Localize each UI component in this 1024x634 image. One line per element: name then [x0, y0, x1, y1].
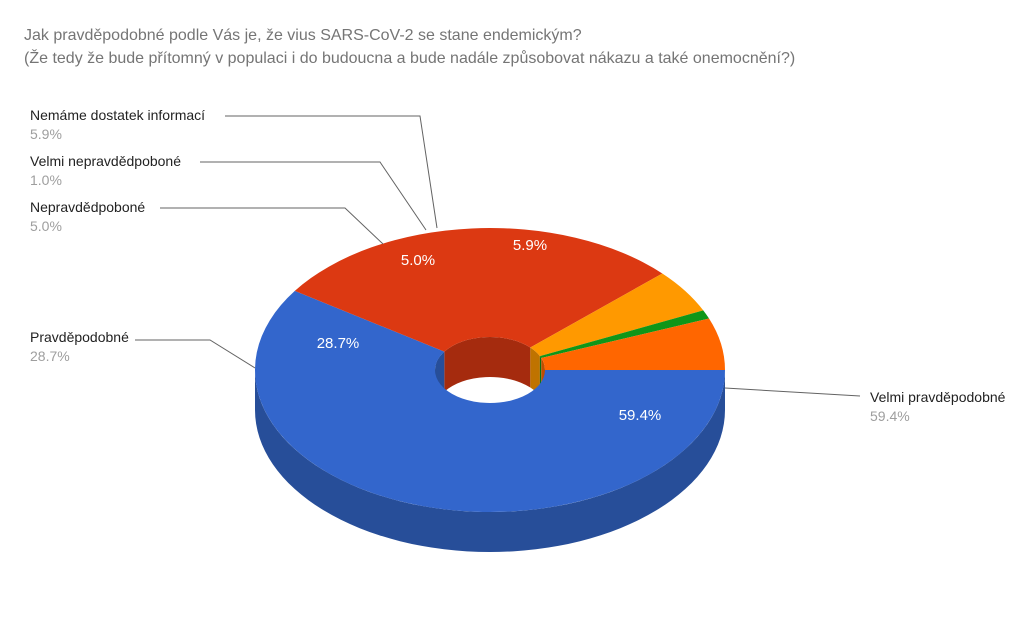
callout-label-pct: 59.4%: [870, 407, 1005, 426]
callout-neprav: Nepravdědpoboné5.0%: [30, 198, 145, 236]
callout-velmi_prav: Velmi pravděpodobné59.4%: [870, 388, 1005, 426]
callout-nedostatek: Nemáme dostatek informací5.9%: [30, 106, 205, 144]
callout-prav: Pravděpodobné28.7%: [30, 328, 129, 366]
callout-line: [160, 208, 383, 244]
callout-label-pct: 28.7%: [30, 347, 129, 366]
callout-label-text: Nemáme dostatek informací: [30, 106, 205, 125]
callout-label-text: Pravděpodobné: [30, 328, 129, 347]
callout-label-text: Velmi pravděpodobné: [870, 388, 1005, 407]
pie-slice-pct: 59.4%: [619, 407, 662, 424]
callout-line: [725, 388, 860, 396]
callout-label-pct: 1.0%: [30, 171, 181, 190]
callout-line: [200, 162, 426, 230]
callout-label-text: Nepravdědpoboné: [30, 198, 145, 217]
pie-slice-pct: 5.0%: [401, 252, 435, 269]
pie-slice-pct: 28.7%: [317, 335, 360, 352]
callout-velmi_neprav: Velmi nepravdědpoboné1.0%: [30, 152, 181, 190]
callout-line: [225, 116, 437, 228]
pie-slice-pct: 5.9%: [513, 237, 547, 254]
callout-label-text: Velmi nepravdědpoboné: [30, 152, 181, 171]
callout-label-pct: 5.0%: [30, 217, 145, 236]
callout-line: [135, 340, 255, 368]
callout-label-pct: 5.9%: [30, 125, 205, 144]
pie-inner-side: [444, 337, 530, 392]
pie-chart: 59.4% 28.7% 5.0% 5.9%: [0, 0, 1024, 634]
